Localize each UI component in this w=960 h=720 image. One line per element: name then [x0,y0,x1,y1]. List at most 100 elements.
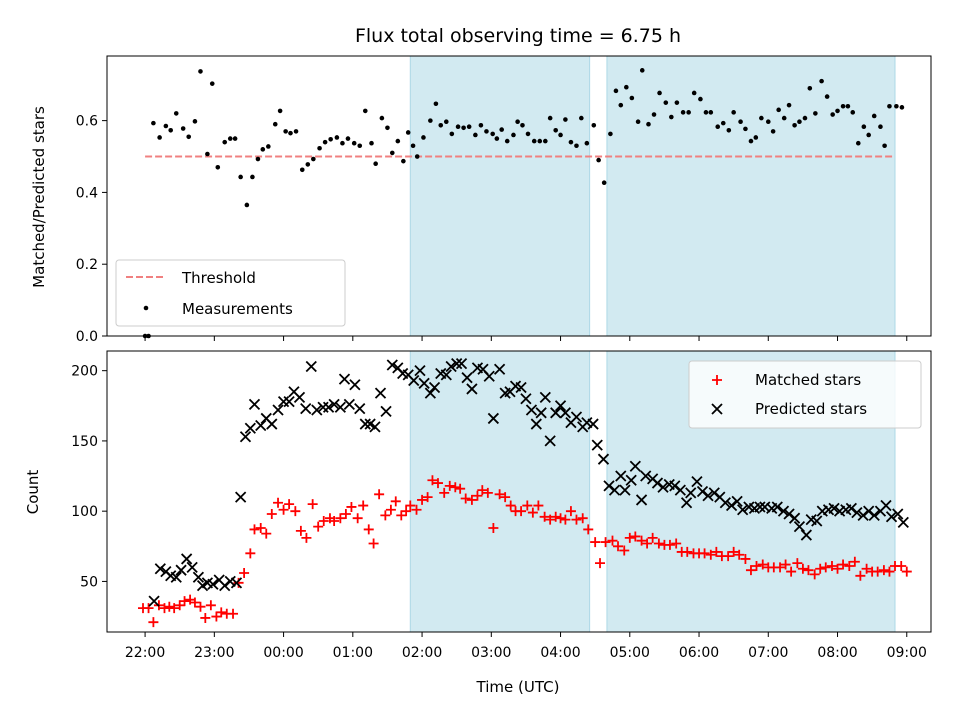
measurement-point [205,151,210,157]
matched-point [358,500,369,511]
legend-top: Threshold Measurements [115,259,346,327]
matched-point [439,487,450,498]
predicted-point [418,377,430,389]
matched-point [820,562,831,573]
measurement-point [357,143,363,149]
measurement-point [260,147,266,152]
measurement-point [433,101,439,107]
legend-matched-label: Matched stars [755,371,861,389]
x-tick-label: 06:00 [679,645,719,661]
predicted-point [186,561,198,574]
measurement-point [525,131,531,137]
matched-point [460,493,471,504]
measurement-point [568,139,574,145]
predicted-point [629,460,641,472]
predicted-point [311,404,323,416]
matched-point [723,551,734,562]
predicted-point [343,398,355,411]
matched-point [832,563,843,574]
predicted-point [272,404,284,416]
predicted-point [520,393,532,405]
measurement-point [584,140,590,146]
matched-point [624,532,635,543]
predicted-point [550,407,562,419]
measurement-point [494,136,500,141]
measurement-point [543,138,548,144]
measurement-point [792,122,797,128]
measurement-point [157,135,162,140]
legend-measurements-swatch [143,305,149,311]
measurement-point [871,113,877,119]
measurement-point [401,158,406,164]
legend-predicted-swatch [711,403,723,415]
predicted-point [408,374,420,387]
predicted-point [535,407,547,419]
measurement-point [738,119,743,124]
measurement-point [421,135,426,140]
predicted-point [597,453,610,465]
predicted-point [244,422,256,434]
predicted-point [207,578,219,590]
matched-point [565,506,576,517]
predicted-point [493,363,506,375]
predicted-point [386,359,398,371]
measurement-point [428,118,433,123]
predicted-point [868,509,880,522]
y-tick-label: 50 [80,574,98,590]
matched-point [745,565,756,576]
measurement-point [405,130,411,135]
chart-title: Flux total observing time = 6.75 h [355,25,681,47]
measurement-point [899,105,905,110]
predicted-point [725,499,738,512]
measurement-point [173,111,179,116]
measurement-point [373,161,378,166]
measurement-point [449,131,455,137]
matched-point [422,492,433,503]
predicted-point [603,480,615,492]
matched-point [571,514,582,525]
measurement-point [802,115,808,121]
measurement-point [511,132,516,138]
measurement-point [484,129,489,134]
predicted-point [777,505,790,517]
series-predicted-stars [148,358,909,607]
matched-point [699,548,710,559]
matched-point [290,506,301,517]
measurement-point [639,68,645,73]
top-y-axis-label: Matched/Predicted stars [30,106,48,288]
matched-point [266,508,277,519]
measurement-point [255,156,261,162]
matched-point [884,566,895,577]
matched-point [261,528,272,539]
predicted-point [440,369,452,381]
measurement-point [222,139,228,145]
predicted-point [305,360,317,373]
matched-point [477,485,488,496]
matched-point [878,565,889,576]
predicted-point [148,595,160,607]
predicted-point [696,485,709,498]
measurement-point [720,120,726,126]
matched-point [653,538,664,549]
matched-point [143,603,154,614]
x-tick-label: 01:00 [333,645,373,661]
matched-point [295,525,306,536]
x-tick-label: 09:00 [887,645,927,661]
matched-point [335,513,346,524]
measurement-point [646,121,651,127]
matched-point [466,494,477,505]
predicted-point [525,404,538,416]
measurement-point [845,103,851,109]
measurement-point [322,139,328,145]
measurement-point [277,108,283,114]
measurement-point [163,123,169,129]
measurement-point [490,131,495,137]
measurement-point [657,90,662,96]
measurement-point [748,138,754,144]
measurement-point [835,108,840,114]
measurement-point [776,107,781,113]
measurement-point [894,103,899,109]
predicted-point [328,398,340,411]
measurement-point [770,129,776,134]
predicted-point [300,402,312,415]
